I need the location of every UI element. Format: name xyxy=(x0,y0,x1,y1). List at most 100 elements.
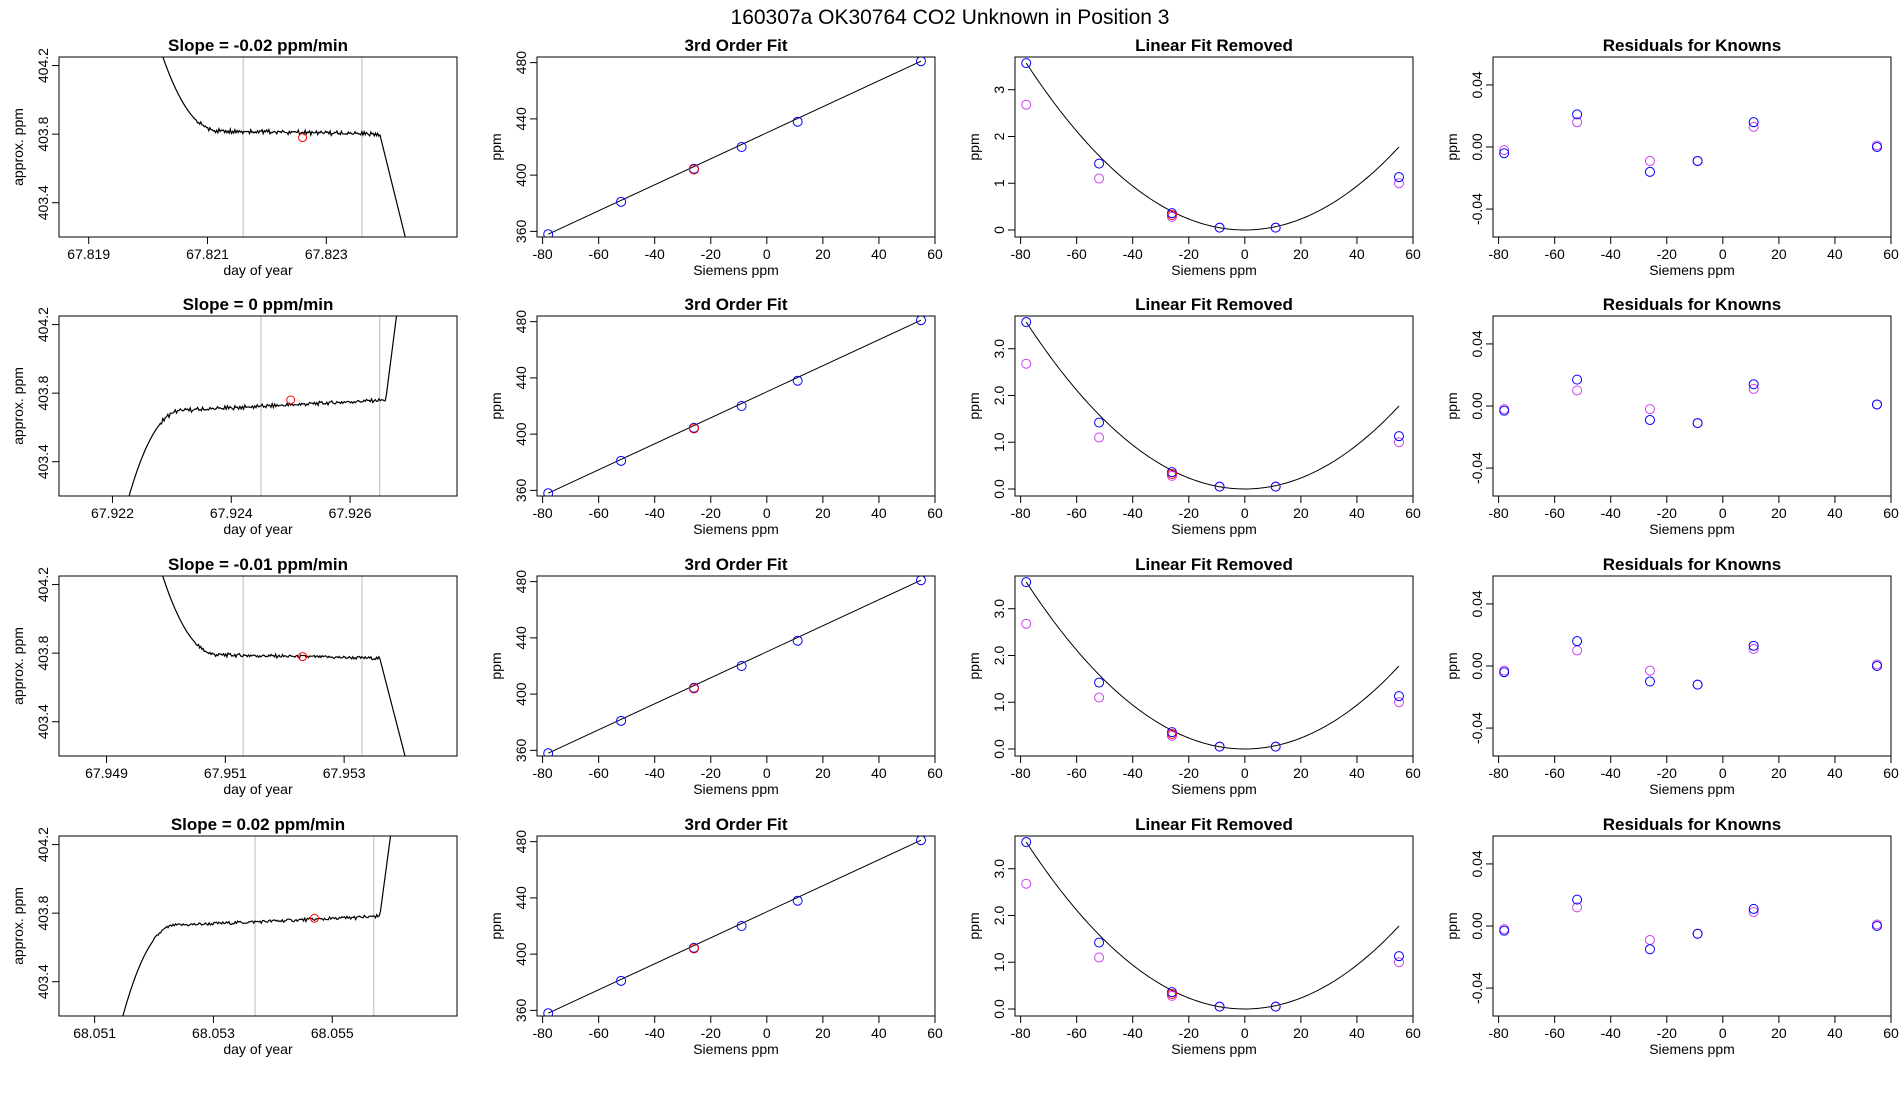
red-point xyxy=(688,943,699,954)
red-point xyxy=(1166,210,1177,221)
y-tick-label: 0 xyxy=(991,226,1007,234)
x-tick-label: 0 xyxy=(1241,246,1249,262)
blue-point xyxy=(736,401,747,411)
magenta-point xyxy=(1021,358,1032,369)
blue-point xyxy=(1499,667,1510,678)
blue-point xyxy=(1393,951,1404,962)
plot-frame xyxy=(536,56,936,238)
panel-r0-c3: Residuals for Knowns -80 -60 -40 -20 0 20 40 60 -… xyxy=(1444,36,1899,278)
panel-title: 3rd Order Fit xyxy=(685,36,788,55)
x-tick-label: 67.922 xyxy=(91,505,134,521)
blue-point xyxy=(792,635,803,646)
blue-point xyxy=(1644,944,1655,955)
x-tick-label: 67.924 xyxy=(210,505,253,521)
blue-point xyxy=(1748,903,1759,914)
panel-r1-c3: Residuals for Knowns -80 -60 -40 -20 0 20 40 60 -… xyxy=(1444,295,1899,537)
magenta-point xyxy=(1572,902,1583,913)
x-axis-label: Siemens ppm xyxy=(1171,521,1257,537)
y-tick-label: 0.04 xyxy=(1469,590,1485,617)
magenta-point xyxy=(1393,178,1404,189)
x-tick-label: -60 xyxy=(589,246,609,262)
blue-point xyxy=(616,455,627,466)
x-tick-label: 60 xyxy=(1405,246,1421,262)
x-tick-label: -60 xyxy=(1067,765,1087,781)
x-tick-label: -40 xyxy=(1601,1025,1621,1041)
blue-point xyxy=(1021,58,1032,69)
y-axis-label: approx. ppm xyxy=(10,627,26,705)
y-tick-label: 1.0 xyxy=(991,952,1007,972)
y-tick-label: 480 xyxy=(513,830,529,854)
panel-r3-c3: Residuals for Knowns -80 -60 -40 -20 0 20 40 60 -… xyxy=(1444,815,1899,1057)
x-tick-label: 60 xyxy=(1405,1025,1421,1041)
panel-r0-c1: 3rd Order Fit -80 -60 -40 -20 0 20 40 60 360 400 44… xyxy=(488,36,943,278)
y-tick-label: 0.04 xyxy=(1469,71,1485,98)
x-tick-label: 67.953 xyxy=(323,765,366,781)
panel-r1-c1: 3rd Order Fit -80 -60 -40 -20 0 20 40 60 360 400 44… xyxy=(488,295,943,537)
panel-title: Slope = 0.02 ppm/min xyxy=(171,815,345,834)
x-axis-label: Siemens ppm xyxy=(693,781,779,797)
plot-frame xyxy=(1492,315,1892,497)
magenta-point xyxy=(1021,878,1032,889)
highlight-point xyxy=(298,133,308,143)
x-tick-label: -40 xyxy=(1123,505,1143,521)
x-tick-label: 67.926 xyxy=(329,505,372,521)
blue-point xyxy=(616,196,627,207)
x-tick-label: 40 xyxy=(871,1025,887,1041)
y-tick-label: 404.2 xyxy=(35,48,51,83)
y-tick-label: 403.4 xyxy=(35,185,51,220)
x-tick-label: 60 xyxy=(927,246,943,262)
x-tick-label: -20 xyxy=(1179,765,1199,781)
blue-point xyxy=(543,488,554,496)
x-tick-label: 67.821 xyxy=(186,246,229,262)
blue-point xyxy=(736,921,747,931)
x-tick-label: -40 xyxy=(645,765,665,781)
plot-frame xyxy=(58,575,458,757)
x-tick-label: 0 xyxy=(1719,765,1727,781)
x-tick-label: 0 xyxy=(1719,505,1727,521)
x-axis-label: day of year xyxy=(223,262,293,278)
blue-point xyxy=(915,316,926,326)
x-tick-label: -20 xyxy=(1657,765,1677,781)
blue-point xyxy=(1021,317,1032,328)
blue-point xyxy=(1644,676,1655,687)
y-axis-label: ppm xyxy=(488,133,504,160)
panel-title: Residuals for Knowns xyxy=(1603,295,1782,314)
concentration-trace xyxy=(128,316,398,496)
x-tick-label: 20 xyxy=(1293,505,1309,521)
x-tick-label: -80 xyxy=(1010,1025,1030,1041)
x-tick-label: 40 xyxy=(1349,1025,1365,1041)
blue-point xyxy=(1871,142,1882,152)
x-tick-label: 60 xyxy=(927,765,943,781)
panel-title: Slope = -0.02 ppm/min xyxy=(168,36,348,55)
x-tick-label: 0 xyxy=(1719,246,1727,262)
y-tick-label: 480 xyxy=(513,310,529,334)
x-tick-label: 40 xyxy=(1349,765,1365,781)
blue-point xyxy=(1499,925,1510,936)
magenta-point xyxy=(1748,907,1759,918)
x-tick-label: 40 xyxy=(1827,765,1843,781)
x-tick-label: -80 xyxy=(1010,765,1030,781)
panel-title: Slope = -0.01 ppm/min xyxy=(168,555,348,574)
y-tick-label: 400 xyxy=(513,422,529,446)
blue-point xyxy=(1644,414,1655,425)
blue-point xyxy=(1692,679,1703,690)
fit-curve xyxy=(1025,581,1400,750)
panels-grid: Slope = -0.02 ppm/min 67.819 67.821 67.823 4… xyxy=(10,36,1899,1057)
panel-title: Residuals for Knowns xyxy=(1603,555,1782,574)
x-tick-label: -40 xyxy=(1601,505,1621,521)
x-tick-label: 40 xyxy=(1827,1025,1843,1041)
y-tick-label: 480 xyxy=(513,570,529,594)
y-axis-label: approx. ppm xyxy=(10,887,26,965)
highlight-point xyxy=(298,652,308,662)
panel-r2-c3: Residuals for Knowns -80 -60 -40 -20 0 20 40 60 -… xyxy=(1444,555,1899,797)
magenta-point xyxy=(1644,155,1655,166)
y-tick-label: 2.0 xyxy=(991,386,1007,406)
x-tick-label: -80 xyxy=(1010,246,1030,262)
y-tick-label: 403.8 xyxy=(35,375,51,410)
x-tick-label: -40 xyxy=(645,1025,665,1041)
figure-title: 160307a OK30764 CO2 Unknown in Position … xyxy=(731,6,1170,29)
x-tick-label: 40 xyxy=(871,765,887,781)
panel-data xyxy=(1499,894,1882,955)
panel-title: Linear Fit Removed xyxy=(1135,36,1293,55)
panel-r2-c1: 3rd Order Fit -80 -60 -40 -20 0 20 40 60 360 400 44… xyxy=(488,555,943,797)
